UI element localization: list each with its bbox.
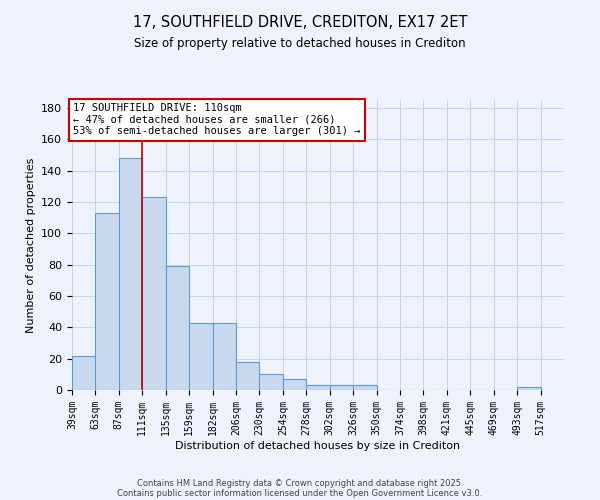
Text: 17, SOUTHFIELD DRIVE, CREDITON, EX17 2ET: 17, SOUTHFIELD DRIVE, CREDITON, EX17 2ET	[133, 15, 467, 30]
Bar	[236, 362, 259, 390]
Bar	[95, 213, 119, 390]
X-axis label: Distribution of detached houses by size in Crediton: Distribution of detached houses by size …	[175, 440, 461, 450]
Bar	[306, 386, 330, 390]
Bar	[330, 386, 353, 390]
Bar	[72, 356, 95, 390]
Text: Size of property relative to detached houses in Crediton: Size of property relative to detached ho…	[134, 38, 466, 51]
Bar	[189, 322, 212, 390]
Y-axis label: Number of detached properties: Number of detached properties	[26, 158, 35, 332]
Text: Contains public sector information licensed under the Open Government Licence v3: Contains public sector information licen…	[118, 488, 482, 498]
Bar	[142, 197, 166, 390]
Bar	[283, 379, 306, 390]
Bar	[119, 158, 142, 390]
Bar	[212, 322, 236, 390]
Bar	[517, 387, 541, 390]
Bar	[353, 386, 377, 390]
Text: Contains HM Land Registry data © Crown copyright and database right 2025.: Contains HM Land Registry data © Crown c…	[137, 478, 463, 488]
Text: 17 SOUTHFIELD DRIVE: 110sqm
← 47% of detached houses are smaller (266)
53% of se: 17 SOUTHFIELD DRIVE: 110sqm ← 47% of det…	[73, 103, 361, 136]
Bar	[166, 266, 189, 390]
Bar	[259, 374, 283, 390]
